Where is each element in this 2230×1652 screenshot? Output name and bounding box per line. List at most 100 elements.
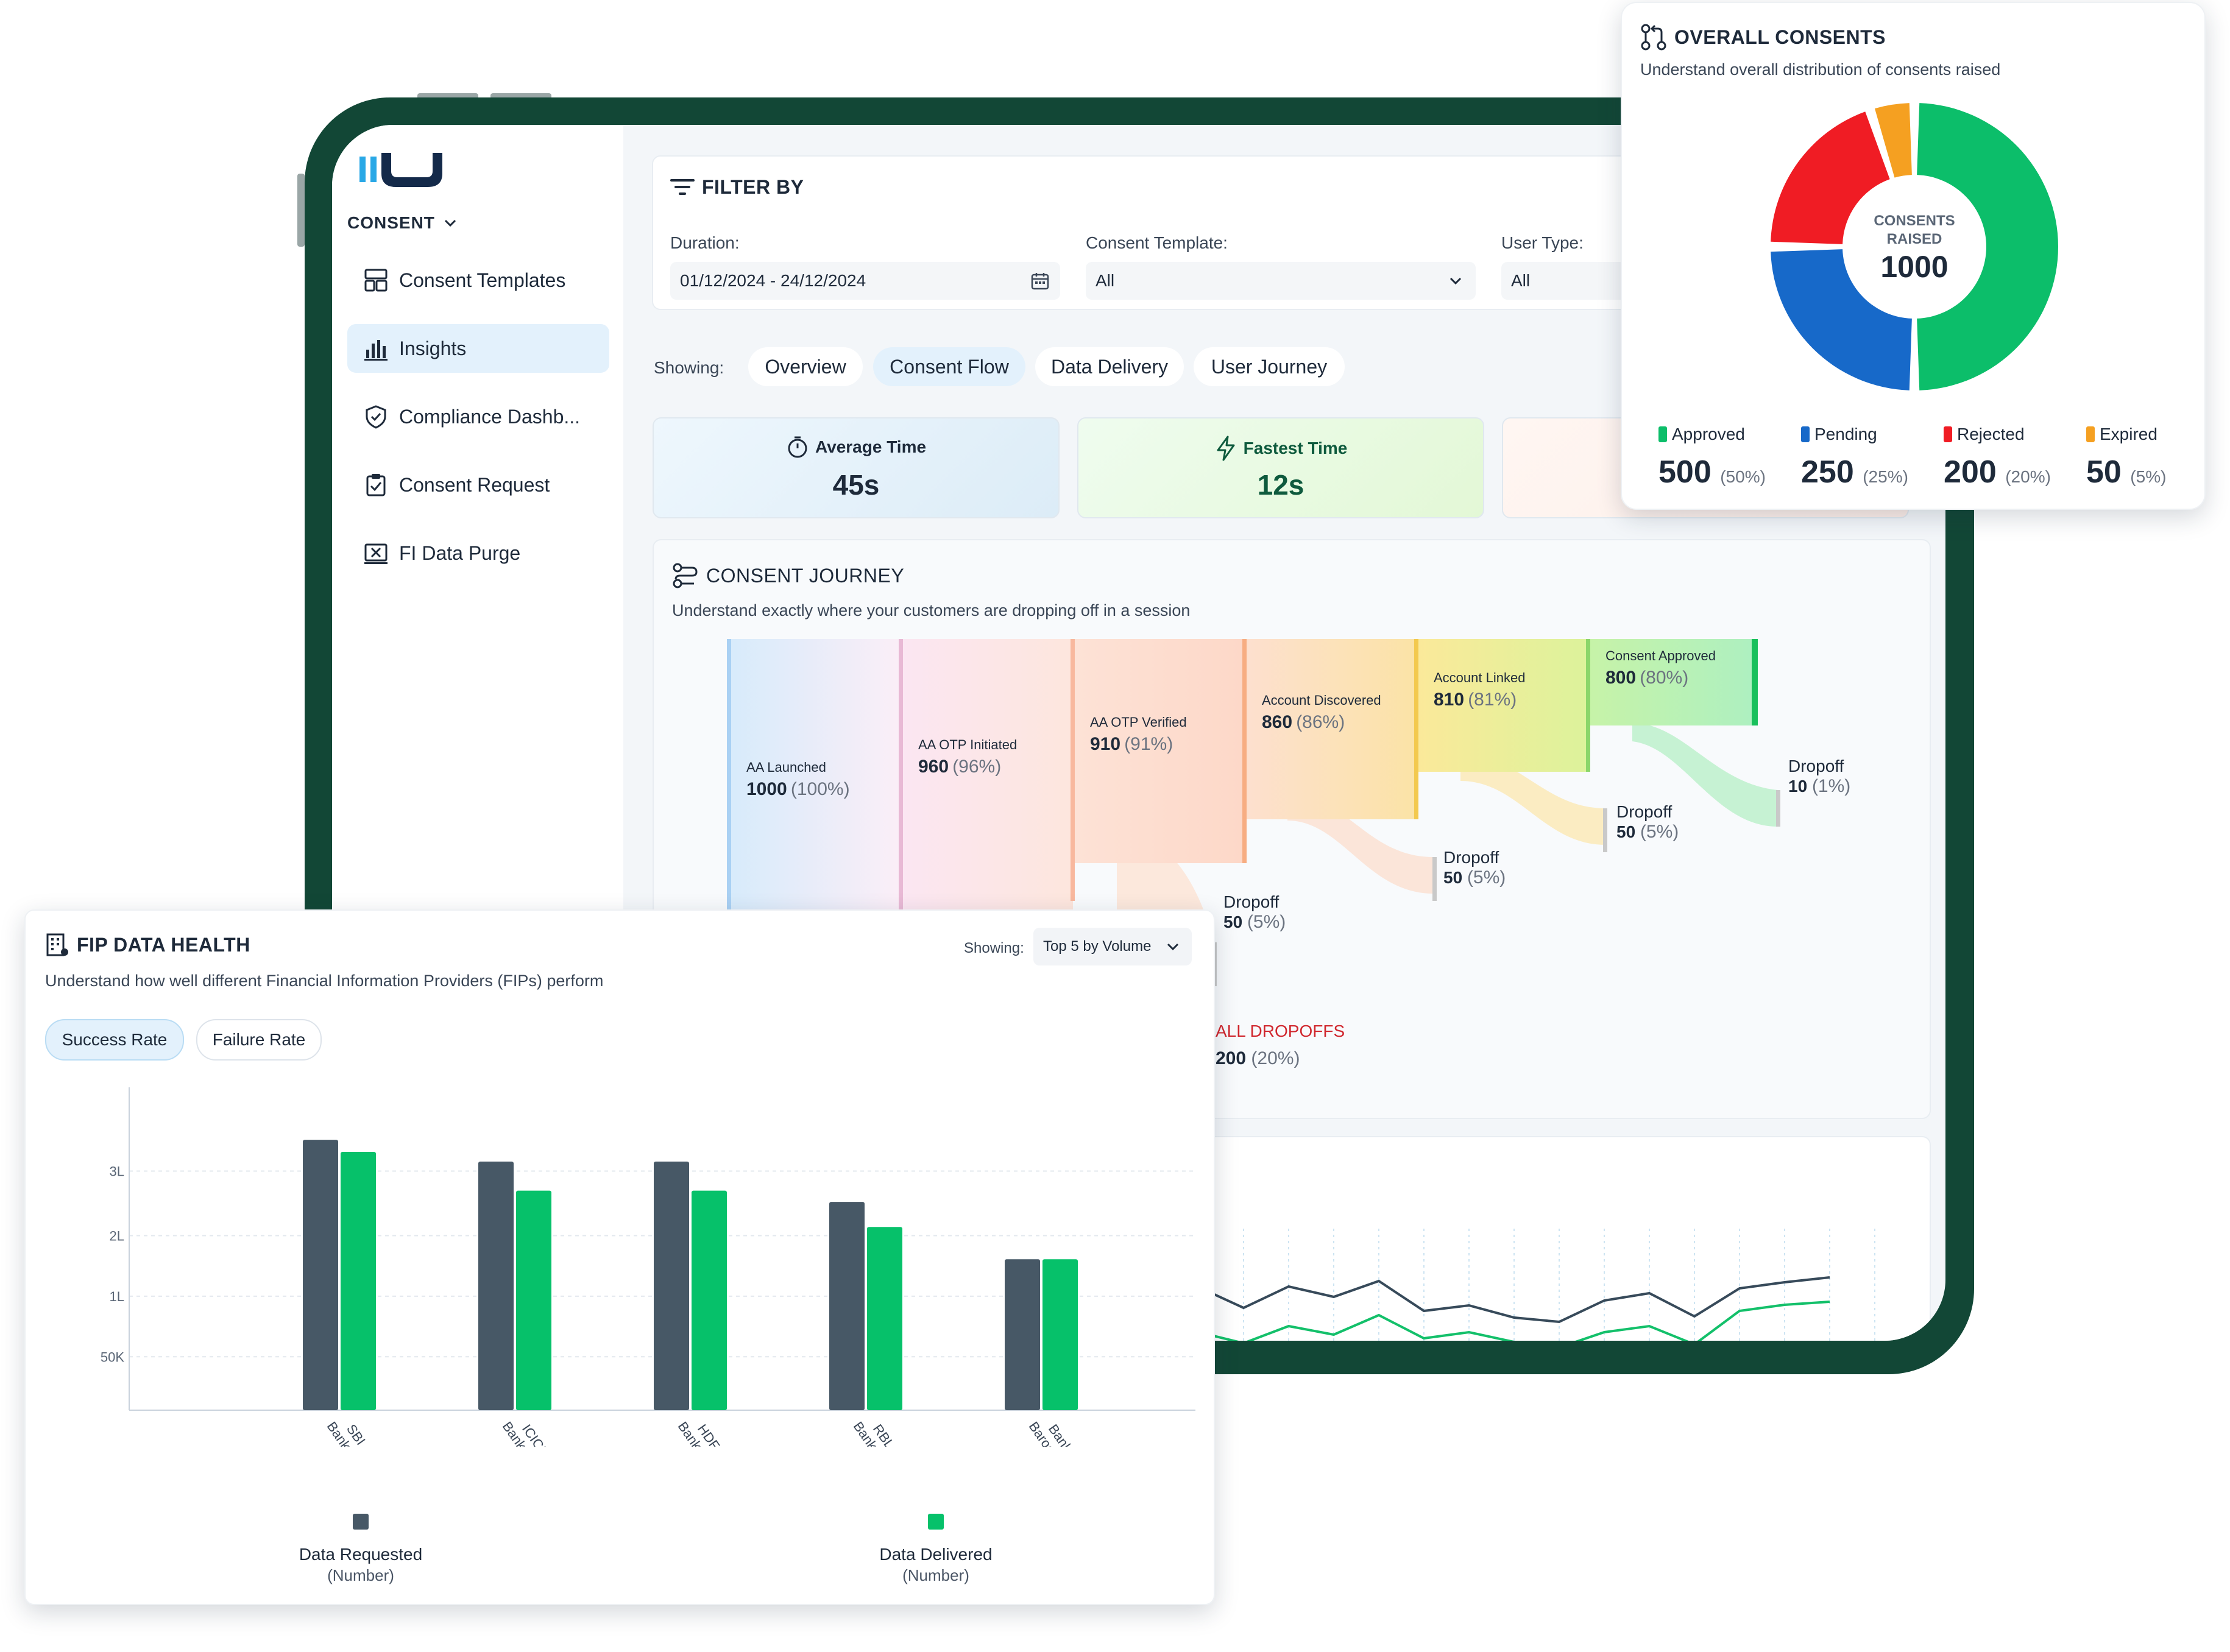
fip-subtitle: Understand how well different Financial … <box>45 972 604 990</box>
sankey-band <box>1245 639 1417 819</box>
x-tick-label: Bank ofBaroda <box>1026 1411 1085 1447</box>
legend-pct: (50%) <box>1720 467 1766 486</box>
trend-line-requested <box>1198 1276 1830 1324</box>
node-name: Consent Approved <box>1605 648 1716 663</box>
dropoff-value: 50 <box>1616 822 1636 841</box>
node-name: AA OTP Initiated <box>918 737 1018 752</box>
legend-number: 250 <box>1801 454 1854 490</box>
trend-line-delivered <box>1198 1301 1830 1341</box>
legend-swatch <box>1944 426 1952 442</box>
dropoff-value: 50 <box>1223 912 1243 931</box>
all-dropoffs-pct: (20%) <box>1251 1048 1300 1068</box>
dropoff-bar <box>1432 857 1437 901</box>
sidebar-item-consent-templates[interactable]: Consent Templates <box>347 256 609 305</box>
sidebar-item-label: Consent Templates <box>399 269 566 291</box>
node-value: 810 <box>1434 690 1465 710</box>
y-tick-label: 3L <box>110 1164 124 1179</box>
stopwatch-icon <box>788 436 807 458</box>
bar-requested <box>303 1140 338 1410</box>
sidebar-item-consent-request[interactable]: Consent Request <box>347 461 609 509</box>
shield-icon <box>363 403 389 430</box>
duration-field[interactable]: 01/12/2024 - 24/12/2024 <box>670 262 1060 300</box>
tab-consent-flow[interactable]: Consent Flow <box>873 347 1025 386</box>
legend-label: Pending <box>1814 425 1877 443</box>
metric-title: Average Time <box>815 437 927 456</box>
donut-chart: CONSENTS RAISED 1000 <box>1771 103 2059 390</box>
legend-swatch <box>1801 426 1810 442</box>
dropoff-label: Dropoff 50 (5%) <box>1223 892 1286 933</box>
layout-icon <box>363 267 389 294</box>
metric-average-time: Average Time 45s <box>653 417 1060 518</box>
x-tick-label: SBIBank <box>324 1411 369 1447</box>
bar-requested <box>829 1202 865 1410</box>
legend-pct: (5%) <box>2130 467 2167 486</box>
fip-bar-chart: 50K 1L 2L 3L SBIBank ICICIBank HDFCBank RBLBank… <box>101 1087 1195 1447</box>
fip-showing-select[interactable]: Top 5 by Volume <box>1033 928 1192 965</box>
sidebar-item-fi-data-purge[interactable]: FI Data Purge <box>347 529 609 577</box>
legend-swatch <box>2086 426 2095 442</box>
chevron-down-icon <box>444 219 456 227</box>
donut-segment-rejected <box>1771 111 1890 244</box>
trend-line-chart <box>1198 1229 1875 1341</box>
node-name: Account Linked <box>1434 670 1526 685</box>
dropoff-name: Dropoff <box>1788 757 1844 775</box>
fip-legend-delivered-text: Data Delivered (Number) <box>802 1544 1070 1586</box>
dropoff-bar <box>1603 808 1607 852</box>
overall-title: OVERALL CONSENTS <box>1674 26 1886 48</box>
node-name: Account Discovered <box>1262 693 1381 708</box>
node-name: AA Launched <box>746 760 826 775</box>
legend-unit: (Number) <box>327 1566 394 1584</box>
tab-data-delivery[interactable]: Data Delivery <box>1035 347 1184 386</box>
calendar-icon[interactable] <box>1031 272 1049 290</box>
showing-label: Showing: <box>654 358 724 377</box>
legend-label: Rejected <box>1957 425 2025 443</box>
sidebar-item-label: Insights <box>399 337 467 359</box>
metric-title: Fastest Time <box>1243 439 1348 457</box>
dropoff-pct: (5%) <box>1467 867 1506 888</box>
all-dropoffs-label: ALL DROPOFFS <box>1216 1022 1345 1040</box>
journey-title: CONSENT JOURNEY <box>706 564 905 587</box>
legend-value: 200 (20%) <box>1944 454 2051 490</box>
filter-title: FILTER BY <box>702 176 804 198</box>
metric-title-row: Average Time <box>654 436 1058 459</box>
pill-success-rate[interactable]: Success Rate <box>45 1019 184 1061</box>
chevron-down-icon <box>1167 943 1179 951</box>
fip-data-health-card: FIP DATA HEALTH Understand how well diff… <box>24 909 1215 1605</box>
bar-chart-icon <box>363 335 389 362</box>
pill-failure-rate[interactable]: Failure Rate <box>196 1019 322 1061</box>
bar-delivered <box>1042 1259 1078 1410</box>
legend-number: 50 <box>2086 454 2122 490</box>
sankey-node-bar <box>1586 639 1590 772</box>
duration-label: Duration: <box>670 233 740 252</box>
tab-user-journey[interactable]: User Journey <box>1194 347 1345 386</box>
sankey-band <box>1588 639 1752 725</box>
sankey-node-bar <box>899 639 903 1118</box>
sankey-node: AA OTP Verified 910 (91%) <box>1090 715 1187 755</box>
sankey-node: Account Linked 810 (81%) <box>1434 670 1525 710</box>
lightning-icon <box>1217 436 1235 461</box>
sankey-node-bar <box>1071 639 1075 901</box>
metric-value: 12s <box>1257 469 1304 501</box>
usertype-label: User Type: <box>1501 233 1584 252</box>
template-select[interactable]: All <box>1086 262 1476 300</box>
sankey-node: AA Launched 1000 (100%) <box>746 760 850 800</box>
legend-value: 500 (50%) <box>1658 454 1766 490</box>
metric-title-row: Fastest Time <box>1078 436 1483 461</box>
donut-segment-pending <box>1771 249 1912 390</box>
dropoff-flow <box>1632 723 1778 827</box>
template-value: All <box>1096 271 1115 290</box>
tab-overview[interactable]: Overview <box>748 347 863 386</box>
legend-number: 500 <box>1658 454 1711 490</box>
fip-legend-delivered <box>899 1514 972 1537</box>
x-tick-label: ICICIBank <box>500 1411 550 1447</box>
sankey-node-bar <box>1752 639 1758 725</box>
metric-fastest-time: Fastest Time 12s <box>1077 417 1484 518</box>
node-value: 960 <box>918 757 949 777</box>
dropoff-name: Dropoff <box>1443 848 1499 867</box>
section-consent-toggle[interactable]: CONSENT <box>347 213 457 233</box>
node-value: 910 <box>1090 734 1121 754</box>
duration-value: 01/12/2024 - 24/12/2024 <box>680 271 866 290</box>
sankey-node: Account Discovered 860 (86%) <box>1262 693 1381 733</box>
sidebar-item-compliance-dashboard[interactable]: Compliance Dashb... <box>347 392 609 441</box>
sidebar-item-insights[interactable]: Insights <box>347 324 609 373</box>
